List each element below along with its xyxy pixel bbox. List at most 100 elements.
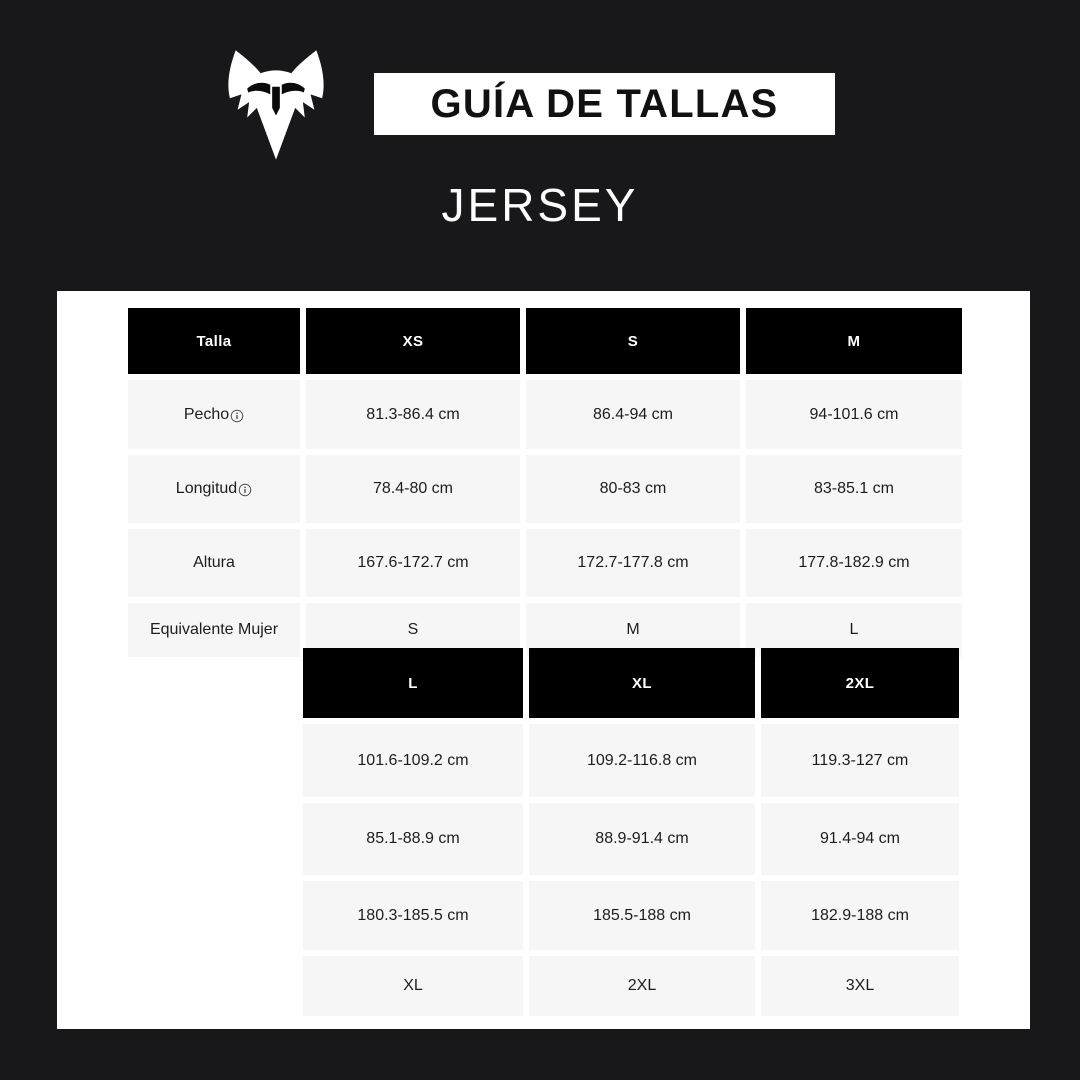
row-gap	[303, 952, 523, 954]
row-label-text: Longitud	[176, 480, 252, 498]
cell-xs-r1: 78.4-80 cm	[306, 455, 520, 523]
row-gap	[746, 599, 962, 601]
column-gap	[522, 455, 524, 523]
column-gap	[525, 803, 527, 875]
row-gap	[529, 720, 755, 722]
size-table-block-two: L XL 2XL 101.6-109.2 cm 109.2-116.8 cm 119.3-…	[303, 648, 959, 1016]
cell-xl-r0: 109.2-116.8 cm	[529, 724, 755, 797]
row-gap	[303, 720, 523, 722]
column-gap	[525, 881, 527, 950]
row-gap	[526, 525, 740, 527]
fox-head-logo-icon	[228, 48, 324, 160]
row-gap	[757, 799, 759, 801]
column-gap	[522, 603, 524, 657]
row-gap	[522, 599, 524, 601]
header-cell-size-xs: XS	[306, 308, 520, 374]
header-cell-row-label: Talla	[128, 308, 300, 374]
cell-s-r0: 86.4-94 cm	[526, 380, 740, 449]
row-gap	[525, 720, 527, 722]
column-gap	[757, 956, 759, 1016]
cell-xl-r1: 88.9-91.4 cm	[529, 803, 755, 875]
row-gap	[522, 376, 524, 378]
row-gap	[302, 451, 304, 453]
cell-m-r2: 177.8-182.9 cm	[746, 529, 962, 597]
column-gap	[742, 455, 744, 523]
row-gap	[746, 451, 962, 453]
row-gap	[302, 376, 304, 378]
row-gap	[742, 376, 744, 378]
row-label-altura: Altura	[128, 529, 300, 597]
column-gap	[757, 881, 759, 950]
row-gap	[306, 451, 520, 453]
cell-xs-r0: 81.3-86.4 cm	[306, 380, 520, 449]
row-gap	[306, 525, 520, 527]
column-gap	[302, 380, 304, 449]
row-gap	[761, 799, 959, 801]
row-gap	[526, 376, 740, 378]
info-circle-icon[interactable]	[238, 483, 252, 497]
row-gap	[526, 599, 740, 601]
row-gap	[529, 799, 755, 801]
row-gap	[302, 525, 304, 527]
column-gap	[757, 648, 759, 718]
column-gap	[302, 308, 304, 374]
column-gap	[757, 724, 759, 797]
row-gap	[306, 599, 520, 601]
row-gap	[529, 877, 755, 879]
row-label-longitud: Longitud	[128, 455, 300, 523]
column-gap	[522, 308, 524, 374]
column-gap	[742, 529, 744, 597]
info-circle-icon[interactable]	[230, 409, 244, 423]
row-gap	[526, 451, 740, 453]
cell-l-r2: 180.3-185.5 cm	[303, 881, 523, 950]
cell-2xl-r3: 3XL	[761, 956, 959, 1016]
size-chart-sheet: Talla XS S M Pecho 81.3-86.4 cm 86.4-94 cm 94-1…	[57, 291, 1030, 1029]
column-gap	[525, 956, 527, 1016]
cell-s-r2: 172.7-177.8 cm	[526, 529, 740, 597]
row-gap	[742, 599, 744, 601]
row-gap	[302, 599, 304, 601]
cell-m-r0: 94-101.6 cm	[746, 380, 962, 449]
row-gap	[761, 952, 959, 954]
column-gap	[302, 603, 304, 657]
column-gap	[742, 603, 744, 657]
row-gap	[303, 877, 523, 879]
row-gap	[525, 877, 527, 879]
size-table-block-one: Talla XS S M Pecho 81.3-86.4 cm 86.4-94 cm 94-1…	[128, 308, 962, 657]
cell-xs-r2: 167.6-172.7 cm	[306, 529, 520, 597]
cell-2xl-r1: 91.4-94 cm	[761, 803, 959, 875]
cell-2xl-r2: 182.9-188 cm	[761, 881, 959, 950]
column-gap	[302, 455, 304, 523]
cell-xl-r3: 2XL	[529, 956, 755, 1016]
cell-l-r1: 85.1-88.9 cm	[303, 803, 523, 875]
header-cell-size-2xl: 2XL	[761, 648, 959, 718]
row-label-text: Pecho	[184, 406, 244, 424]
row-label-pecho: Pecho	[128, 380, 300, 449]
row-gap	[522, 451, 524, 453]
column-gap	[742, 308, 744, 374]
row-gap	[128, 525, 300, 527]
header-cell-size-m: M	[746, 308, 962, 374]
row-gap	[746, 525, 962, 527]
column-gap	[522, 529, 524, 597]
column-gap	[525, 648, 527, 718]
row-gap	[761, 720, 959, 722]
row-gap	[757, 720, 759, 722]
row-label-equivalente-mujer: Equivalente Mujer	[128, 603, 300, 657]
column-gap	[742, 380, 744, 449]
column-gap	[757, 803, 759, 875]
row-label-text: Equivalente Mujer	[149, 621, 279, 638]
row-gap	[128, 451, 300, 453]
page-title: GUÍA DE TALLAS	[430, 82, 779, 126]
cell-m-r1: 83-85.1 cm	[746, 455, 962, 523]
header-cell-size-l: L	[303, 648, 523, 718]
column-gap	[302, 529, 304, 597]
row-gap	[306, 376, 520, 378]
row-gap	[742, 451, 744, 453]
cell-xl-r2: 185.5-188 cm	[529, 881, 755, 950]
row-gap	[757, 877, 759, 879]
row-gap	[746, 376, 962, 378]
row-gap	[128, 376, 300, 378]
row-gap	[529, 952, 755, 954]
page-header: GUÍA DE TALLAS JERSEY	[0, 0, 1080, 291]
